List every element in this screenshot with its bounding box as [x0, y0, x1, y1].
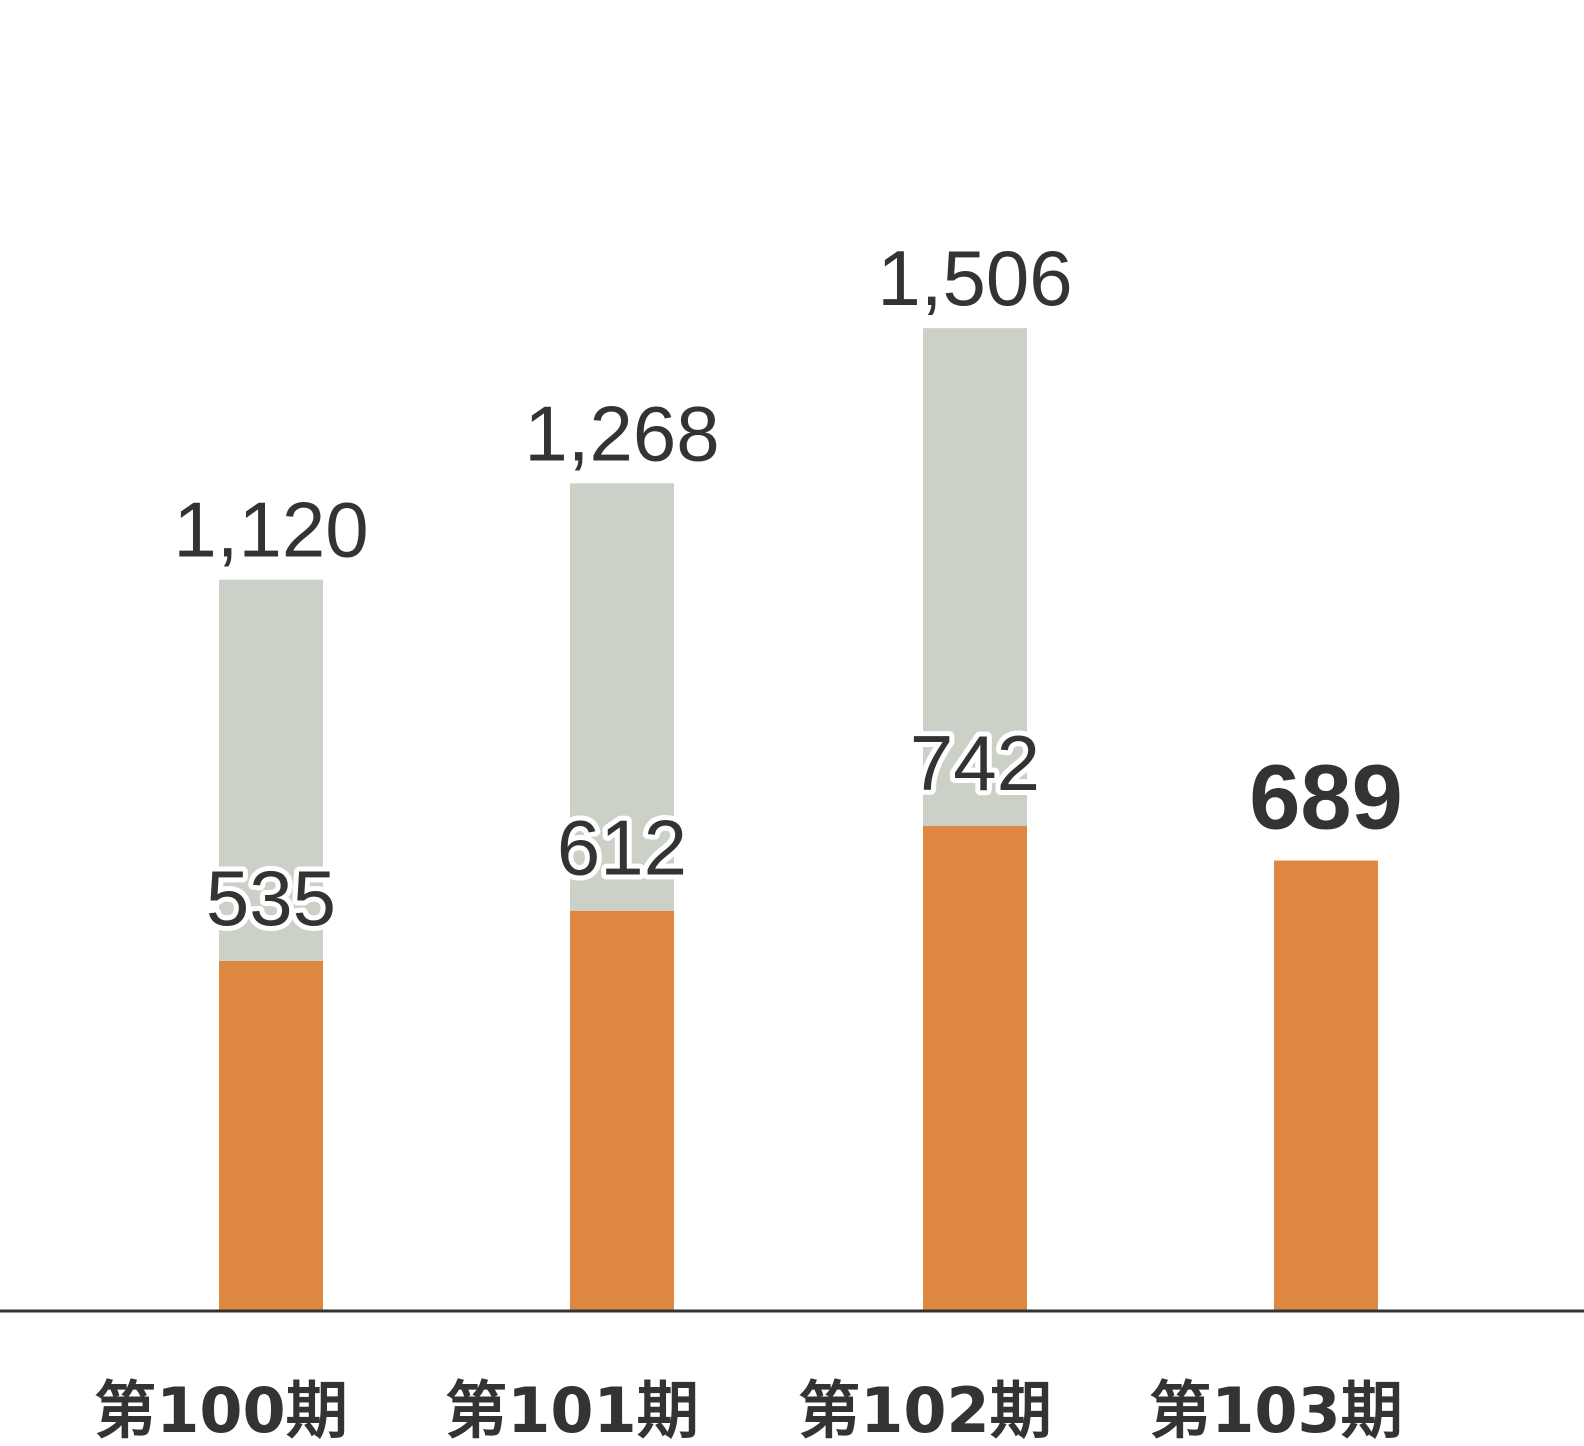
bar-segment-top: [570, 483, 674, 911]
bar-segment-bottom: [219, 960, 323, 1310]
bar-segment-bottom: [1274, 860, 1378, 1310]
total-label: 1,268: [524, 389, 719, 477]
value-label: 612: [557, 804, 687, 892]
category-label: 第100期: [94, 1374, 347, 1446]
labels-layer: 1,120 535 第100期 1,268 612 第101期 1,506 742 第102期 6…: [94, 234, 1402, 1446]
category-label: 第102期: [798, 1374, 1051, 1446]
category-label: 第101期: [445, 1374, 698, 1446]
bars-layer: [219, 328, 1378, 1310]
bar-segment-top: [219, 579, 323, 961]
total-label: 1,506: [877, 234, 1072, 322]
category-label: 第103期: [1149, 1374, 1402, 1446]
bar-segment-bottom: [570, 910, 674, 1310]
value-label: 742: [910, 719, 1040, 807]
value-label: 535: [206, 854, 336, 942]
bar-segment-top: [923, 328, 1027, 827]
value-label-highlight: 689: [1249, 747, 1403, 849]
bar-segment-bottom: [923, 826, 1027, 1310]
total-label: 1,120: [173, 486, 368, 574]
